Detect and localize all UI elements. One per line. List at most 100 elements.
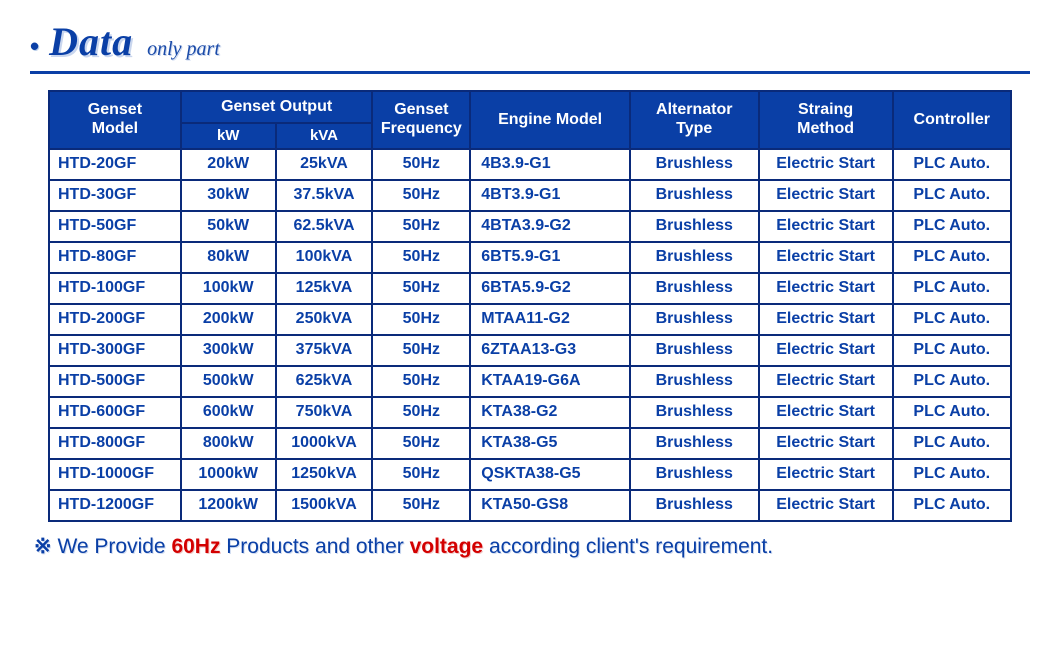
- cell-kw: 200kW: [181, 304, 276, 335]
- cell-engine: 6ZTAA13-G3: [470, 335, 630, 366]
- cell-model: HTD-800GF: [49, 428, 181, 459]
- th-ctrl: Controller: [893, 91, 1011, 149]
- table-row: HTD-50GF50kW62.5kVA50Hz4BTA3.9-G2Brushle…: [49, 211, 1011, 242]
- cell-kw: 500kW: [181, 366, 276, 397]
- table-row: HTD-200GF200kW250kVA50HzMTAA11-G2Brushle…: [49, 304, 1011, 335]
- cell-engine: 6BT5.9-G1: [470, 242, 630, 273]
- cell-ctrl: PLC Auto.: [893, 180, 1011, 211]
- cell-model: HTD-500GF: [49, 366, 181, 397]
- cell-freq: 50Hz: [372, 304, 470, 335]
- footnote: ※ We Provide 60Hz Products and other vol…: [30, 534, 1030, 559]
- cell-start: Electric Start: [759, 335, 893, 366]
- table-row: HTD-800GF800kW1000kVA50HzKTA38-G5Brushle…: [49, 428, 1011, 459]
- cell-ctrl: PLC Auto.: [893, 335, 1011, 366]
- cell-kw: 20kW: [181, 149, 276, 180]
- footnote-r2: voltage: [410, 535, 484, 558]
- table-row: HTD-600GF600kW750kVA50HzKTA38-G2Brushles…: [49, 397, 1011, 428]
- cell-ctrl: PLC Auto.: [893, 149, 1011, 180]
- title-bullet: •: [30, 33, 39, 59]
- cell-kva: 1250kVA: [276, 459, 373, 490]
- cell-start: Electric Start: [759, 304, 893, 335]
- cell-alt: Brushless: [630, 366, 759, 397]
- cell-kva: 62.5kVA: [276, 211, 373, 242]
- cell-kw: 600kW: [181, 397, 276, 428]
- cell-kva: 100kVA: [276, 242, 373, 273]
- table-head: GensetModel Genset Output GensetFrequenc…: [49, 91, 1011, 149]
- cell-alt: Brushless: [630, 304, 759, 335]
- cell-engine: KTA50-GS8: [470, 490, 630, 521]
- cell-model: HTD-80GF: [49, 242, 181, 273]
- cell-engine: KTA38-G2: [470, 397, 630, 428]
- cell-kva: 750kVA: [276, 397, 373, 428]
- cell-start: Electric Start: [759, 397, 893, 428]
- table-row: HTD-100GF100kW125kVA50Hz6BTA5.9-G2Brushl…: [49, 273, 1011, 304]
- cell-engine: QSKTA38-G5: [470, 459, 630, 490]
- cell-freq: 50Hz: [372, 273, 470, 304]
- th-model: GensetModel: [49, 91, 181, 149]
- cell-ctrl: PLC Auto.: [893, 211, 1011, 242]
- cell-model: HTD-20GF: [49, 149, 181, 180]
- footnote-t1: We Provide: [52, 535, 172, 558]
- cell-ctrl: PLC Auto.: [893, 428, 1011, 459]
- table-row: HTD-1200GF1200kW1500kVA50HzKTA50-GS8Brus…: [49, 490, 1011, 521]
- th-kva: kVA: [276, 123, 373, 148]
- cell-start: Electric Start: [759, 180, 893, 211]
- table-row: HTD-300GF300kW375kVA50Hz6ZTAA13-G3Brushl…: [49, 335, 1011, 366]
- cell-alt: Brushless: [630, 273, 759, 304]
- cell-start: Electric Start: [759, 242, 893, 273]
- cell-freq: 50Hz: [372, 459, 470, 490]
- cell-model: HTD-100GF: [49, 273, 181, 304]
- cell-freq: 50Hz: [372, 180, 470, 211]
- spec-table: GensetModel Genset Output GensetFrequenc…: [48, 90, 1012, 522]
- cell-model: HTD-1200GF: [49, 490, 181, 521]
- cell-engine: KTA38-G5: [470, 428, 630, 459]
- cell-kw: 1200kW: [181, 490, 276, 521]
- cell-alt: Brushless: [630, 428, 759, 459]
- table-row: HTD-30GF30kW37.5kVA50Hz4BT3.9-G1Brushles…: [49, 180, 1011, 211]
- table-body: HTD-20GF20kW25kVA50Hz4B3.9-G1BrushlessEl…: [49, 149, 1011, 521]
- cell-model: HTD-30GF: [49, 180, 181, 211]
- cell-freq: 50Hz: [372, 366, 470, 397]
- cell-engine: MTAA11-G2: [470, 304, 630, 335]
- cell-kw: 800kW: [181, 428, 276, 459]
- cell-alt: Brushless: [630, 242, 759, 273]
- cell-kva: 375kVA: [276, 335, 373, 366]
- cell-kva: 1000kVA: [276, 428, 373, 459]
- cell-freq: 50Hz: [372, 490, 470, 521]
- cell-model: HTD-50GF: [49, 211, 181, 242]
- footnote-r1: 60Hz: [171, 535, 220, 558]
- cell-alt: Brushless: [630, 180, 759, 211]
- cell-engine: 4BT3.9-G1: [470, 180, 630, 211]
- th-output: Genset Output: [181, 91, 373, 123]
- cell-engine: 4B3.9-G1: [470, 149, 630, 180]
- th-alt: AlternatorType: [630, 91, 759, 149]
- cell-kva: 1500kVA: [276, 490, 373, 521]
- cell-start: Electric Start: [759, 149, 893, 180]
- th-kw: kW: [181, 123, 276, 148]
- th-engine: Engine Model: [470, 91, 630, 149]
- cell-model: HTD-200GF: [49, 304, 181, 335]
- cell-alt: Brushless: [630, 459, 759, 490]
- cell-ctrl: PLC Auto.: [893, 459, 1011, 490]
- cell-ctrl: PLC Auto.: [893, 273, 1011, 304]
- title-sub: only part: [147, 38, 220, 61]
- cell-engine: 6BTA5.9-G2: [470, 273, 630, 304]
- cell-freq: 50Hz: [372, 211, 470, 242]
- cell-kw: 30kW: [181, 180, 276, 211]
- cell-ctrl: PLC Auto.: [893, 397, 1011, 428]
- table-row: HTD-1000GF1000kW1250kVA50HzQSKTA38-G5Bru…: [49, 459, 1011, 490]
- cell-start: Electric Start: [759, 211, 893, 242]
- cell-alt: Brushless: [630, 490, 759, 521]
- table-row: HTD-500GF500kW625kVA50HzKTAA19-G6ABrushl…: [49, 366, 1011, 397]
- cell-freq: 50Hz: [372, 428, 470, 459]
- cell-start: Electric Start: [759, 459, 893, 490]
- footnote-symbol: ※: [34, 535, 52, 558]
- cell-kw: 80kW: [181, 242, 276, 273]
- cell-ctrl: PLC Auto.: [893, 242, 1011, 273]
- cell-kva: 625kVA: [276, 366, 373, 397]
- th-start: StraingMethod: [759, 91, 893, 149]
- cell-ctrl: PLC Auto.: [893, 304, 1011, 335]
- cell-kva: 25kVA: [276, 149, 373, 180]
- cell-engine: KTAA19-G6A: [470, 366, 630, 397]
- cell-kw: 50kW: [181, 211, 276, 242]
